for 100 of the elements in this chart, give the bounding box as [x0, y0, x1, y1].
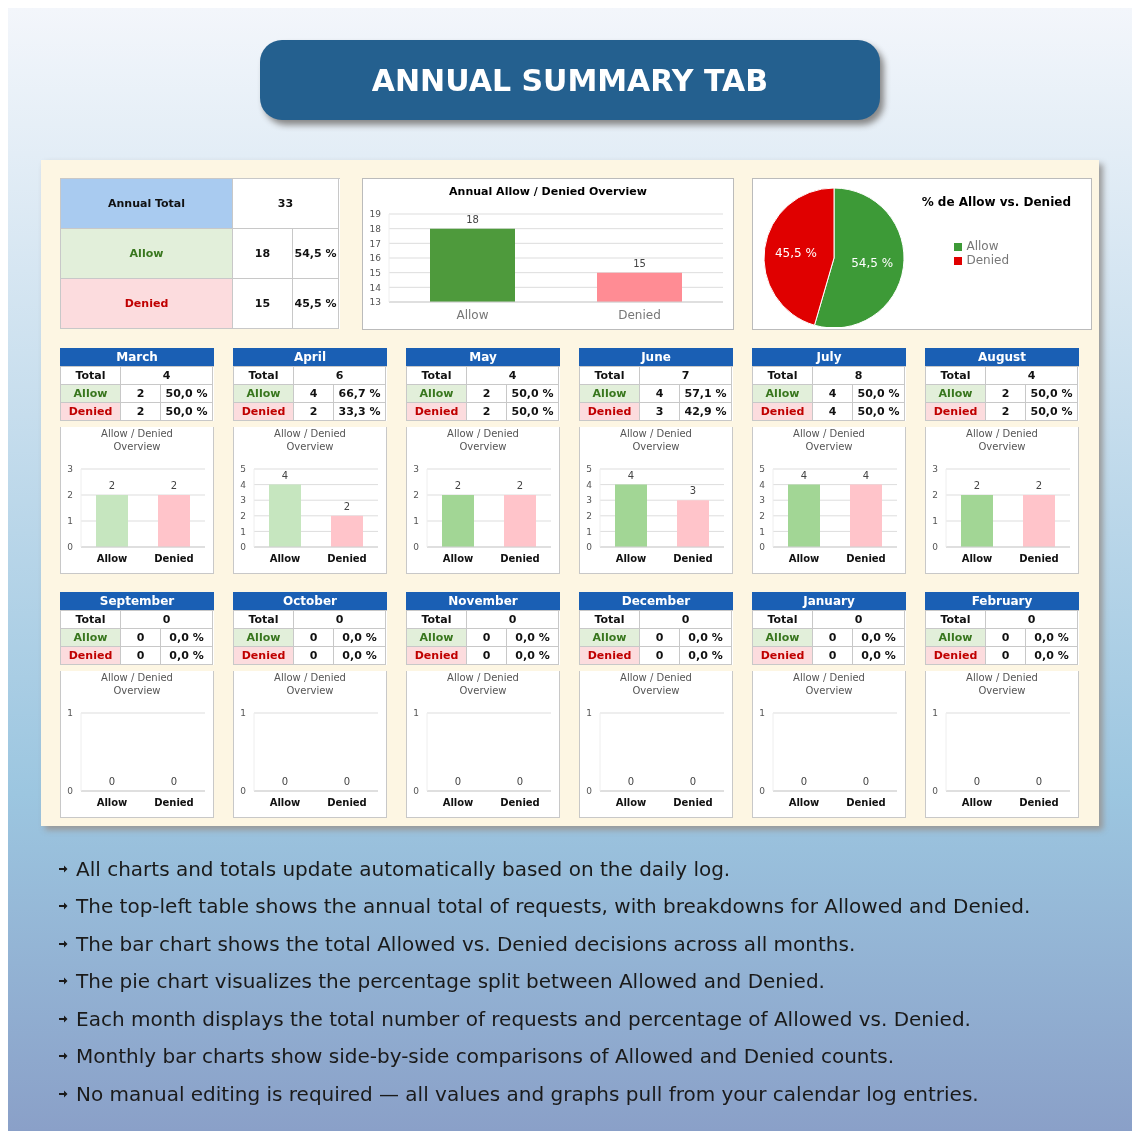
text: Denied	[926, 403, 986, 421]
y-tick-label: 3	[240, 495, 246, 506]
text: 0,0 %	[507, 629, 559, 647]
data-label: 0	[799, 776, 809, 788]
data-label: 0	[972, 776, 982, 788]
y-tick-label: 0	[586, 786, 593, 797]
text: Allow	[926, 629, 986, 647]
text: 50,0 %	[161, 385, 213, 403]
text: 50,0 %	[853, 385, 905, 403]
y-tick-label: 0	[586, 542, 593, 553]
text: 7	[640, 367, 732, 385]
text: 0	[121, 611, 213, 629]
text: 4	[294, 385, 334, 403]
text: Denied	[234, 403, 294, 421]
x-tick-label: Denied	[846, 553, 886, 565]
x-tick-label: Allow	[442, 797, 474, 809]
data-label: 3	[688, 485, 698, 498]
chart-title: December	[579, 592, 733, 610]
chart-subtitle: Allow / Denied Overview	[619, 427, 693, 453]
text: 0	[813, 611, 905, 629]
text: 33	[233, 179, 339, 229]
text: Allow	[234, 385, 294, 403]
y-tick-label: 17	[369, 238, 381, 249]
text: Annual Total	[61, 179, 233, 229]
chart-title: February	[925, 592, 1079, 610]
y-tick-label: 1	[413, 516, 419, 527]
y-tick-label: 2	[413, 490, 419, 501]
text: Allow	[61, 229, 233, 279]
y-tick-label: 3	[932, 464, 938, 475]
text: The pie chart visualizes the percentage split between Allowed and Denied.	[76, 969, 825, 994]
x-tick-label: Allow	[615, 797, 647, 809]
text: Denied	[753, 403, 813, 421]
text: 0	[467, 611, 559, 629]
x-tick-label: Allow	[961, 797, 993, 809]
y-tick-label: 0	[932, 786, 939, 797]
x-tick-label: Denied	[1019, 553, 1059, 565]
data-label: 0	[169, 776, 179, 788]
y-tick-label: 1	[586, 526, 592, 537]
y-tick-label: 0	[67, 542, 74, 553]
data-label: 4	[799, 469, 809, 482]
y-tick-label: 15	[369, 267, 381, 278]
text: 0,0 %	[334, 629, 386, 647]
data-label: 2	[453, 480, 463, 492]
text: Denied	[926, 647, 986, 665]
y-tick-label: 0	[932, 542, 939, 553]
legend-label: Allow	[966, 239, 999, 253]
chart-title: August	[925, 348, 1079, 366]
text: 4	[640, 385, 680, 403]
text: 4	[813, 403, 853, 421]
y-tick-label: 0	[240, 786, 247, 797]
y-tick-label: 19	[369, 209, 382, 220]
y-tick-label: 3	[67, 464, 73, 475]
chart-subtitle: Allow / Denied Overview	[446, 427, 520, 453]
text: 0	[467, 647, 507, 665]
y-tick-label: 2	[932, 490, 938, 501]
text: All charts and totals update automatically based on the daily log.	[76, 856, 731, 881]
text: 2	[986, 403, 1026, 421]
y-tick-label: 0	[240, 542, 247, 553]
data-label: 2	[972, 480, 982, 492]
chart-title: January	[752, 592, 906, 610]
chart-subtitle: Allow / Denied Overview	[965, 427, 1039, 453]
text: 0	[121, 647, 161, 665]
text: Total	[580, 367, 640, 385]
text: Allow	[61, 629, 121, 647]
x-tick-label: Denied	[1019, 797, 1059, 809]
chart-subtitle: Allow / Denied Overview	[619, 671, 693, 697]
text: 50,0 %	[507, 385, 559, 403]
data-label: 45,5 %	[774, 245, 817, 260]
y-tick-label: 3	[759, 495, 765, 506]
x-tick-label: Denied	[673, 797, 713, 809]
text: Total	[926, 611, 986, 629]
text: Monthly bar charts show side-by-side comparisons of Allowed and Denied counts.	[76, 1044, 895, 1069]
text: 0	[640, 611, 732, 629]
text: ANNUAL SUMMARY TAB	[260, 40, 880, 120]
chart-title: November	[406, 592, 560, 610]
y-tick-label: 4	[586, 479, 593, 490]
x-tick-label: Denied	[673, 553, 713, 565]
x-tick-label: Allow	[442, 553, 474, 565]
x-tick-label: Allow	[96, 553, 128, 565]
text: Total	[234, 611, 294, 629]
text: Denied	[234, 647, 294, 665]
text: 0	[467, 629, 507, 647]
text: Allow	[61, 385, 121, 403]
text: 0,0 %	[1026, 647, 1078, 665]
text: Total	[580, 611, 640, 629]
data-label: 4	[280, 469, 290, 482]
y-tick-label: 0	[759, 786, 766, 797]
data-label: 2	[169, 480, 179, 492]
y-tick-label: 1	[932, 708, 938, 719]
y-tick-label: 2	[240, 510, 246, 521]
text: 0	[813, 629, 853, 647]
x-tick-label: Denied	[846, 797, 886, 809]
text: 0,0 %	[161, 629, 213, 647]
y-tick-label: 13	[369, 297, 381, 308]
data-label: 2	[342, 500, 352, 513]
text: Total	[753, 367, 813, 385]
text: 42,9 %	[680, 403, 732, 421]
y-tick-label: 16	[369, 253, 382, 264]
data-label: 0	[342, 776, 352, 788]
chart-subtitle: Allow / Denied Overview	[965, 671, 1039, 697]
